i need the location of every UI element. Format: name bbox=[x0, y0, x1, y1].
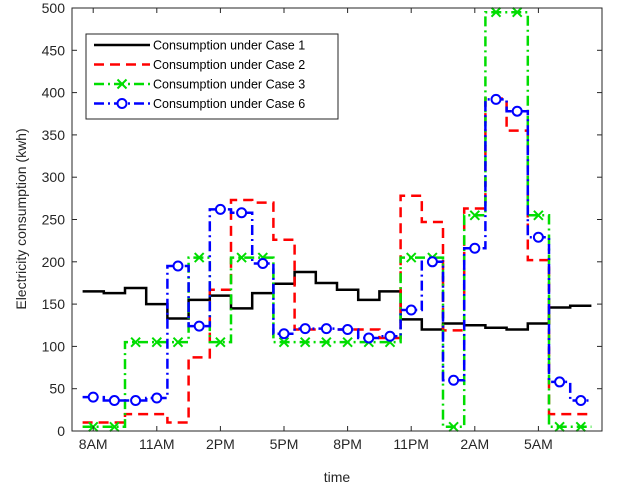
data-point-marker bbox=[342, 323, 354, 335]
data-point-marker bbox=[278, 336, 290, 348]
series-case-1 bbox=[82, 270, 592, 331]
x-tick-label: 5PM bbox=[270, 436, 299, 452]
x-tick-label: 2PM bbox=[206, 436, 235, 452]
data-point-marker bbox=[109, 421, 120, 432]
data-point-marker bbox=[116, 78, 128, 90]
data-point-marker bbox=[151, 392, 163, 404]
data-point-marker bbox=[533, 210, 544, 221]
data-point-marker bbox=[363, 332, 375, 344]
data-point-marker bbox=[511, 7, 523, 18]
x-tick-label: 8AM bbox=[79, 436, 108, 452]
data-point-marker bbox=[469, 210, 481, 221]
data-point-marker bbox=[87, 391, 99, 403]
x-tick-label: 11AM bbox=[139, 436, 175, 452]
y-tick-label: 250 bbox=[42, 212, 66, 228]
legend-box bbox=[85, 33, 339, 120]
data-point-marker bbox=[278, 328, 290, 340]
data-point-marker bbox=[426, 256, 438, 268]
y-axis: 0 50 100 150 200 250 300 350 400 450 500 bbox=[42, 0, 602, 439]
legend-label: Consumption under Case 3 bbox=[153, 78, 305, 92]
x-axis-label: time bbox=[324, 469, 351, 485]
x-axis: 8AM 11AM 2PM 5PM 8PM 11PM 2AM 5AM bbox=[79, 8, 553, 452]
data-point-marker bbox=[405, 252, 417, 263]
data-point-marker bbox=[469, 242, 481, 254]
x-tick-label: 2AM bbox=[460, 436, 489, 452]
data-point-marker bbox=[490, 93, 502, 105]
y-tick-label: 50 bbox=[49, 381, 65, 397]
y-tick-label: 400 bbox=[42, 85, 66, 101]
y-tick-label: 300 bbox=[42, 169, 66, 185]
data-point-marker bbox=[448, 421, 459, 432]
y-tick-label: 100 bbox=[42, 338, 66, 354]
data-point-marker bbox=[130, 395, 142, 407]
data-point-marker bbox=[554, 421, 565, 432]
y-axis-label: Electricity consumption (kwh) bbox=[13, 128, 29, 309]
x-tick-label: 5AM bbox=[524, 436, 553, 452]
data-point-marker bbox=[214, 203, 226, 215]
y-tick-label: 200 bbox=[42, 254, 66, 270]
series-layer bbox=[82, 7, 592, 432]
data-point-marker bbox=[490, 7, 502, 18]
data-point-marker bbox=[193, 320, 205, 332]
data-point-marker bbox=[575, 421, 587, 432]
y-tick-label: 0 bbox=[57, 423, 65, 439]
data-point-marker bbox=[108, 395, 120, 407]
data-point-marker bbox=[130, 336, 141, 348]
data-point-marker bbox=[511, 105, 523, 117]
legend-entry: Consumption under Case 2 bbox=[94, 58, 305, 72]
data-point-marker bbox=[320, 323, 332, 335]
data-point-marker bbox=[384, 330, 396, 342]
data-point-marker bbox=[532, 231, 544, 243]
data-point-marker bbox=[172, 336, 184, 348]
data-point-marker bbox=[342, 336, 353, 348]
data-point-marker bbox=[172, 260, 184, 272]
data-point-marker bbox=[116, 98, 128, 109]
legend-entry: Consumption under Case 3 bbox=[94, 78, 305, 92]
legend-label: Consumption under Case 6 bbox=[153, 97, 305, 111]
x-tick-label: 11PM bbox=[393, 436, 429, 452]
y-tick-label: 450 bbox=[42, 42, 66, 58]
data-point-marker bbox=[575, 395, 587, 407]
data-point-marker bbox=[215, 336, 226, 348]
data-point-marker bbox=[554, 376, 566, 388]
data-point-marker bbox=[448, 374, 460, 386]
y-tick-label: 500 bbox=[42, 0, 66, 16]
data-point-marker bbox=[151, 336, 163, 348]
legend-label: Consumption under Case 2 bbox=[153, 58, 305, 72]
legend: Consumption under Case 1 Consumption unde… bbox=[85, 33, 339, 120]
legend-entry: Consumption under Case 6 bbox=[94, 97, 305, 111]
x-tick-label: 8PM bbox=[333, 436, 362, 452]
y-tick-label: 350 bbox=[42, 127, 66, 143]
data-point-marker bbox=[299, 336, 311, 348]
data-point-marker bbox=[236, 252, 247, 263]
data-point-marker bbox=[257, 257, 269, 269]
data-point-marker bbox=[193, 252, 205, 263]
series-case-4 bbox=[82, 93, 592, 407]
data-point-marker bbox=[299, 323, 311, 335]
series-line bbox=[82, 270, 592, 331]
data-point-marker bbox=[236, 207, 248, 219]
data-point-marker bbox=[405, 304, 417, 316]
data-point-marker bbox=[321, 336, 332, 348]
y-tick-label: 150 bbox=[42, 296, 66, 312]
legend-label: Consumption under Case 1 bbox=[153, 39, 305, 53]
legend-entry: Consumption under Case 1 bbox=[94, 39, 305, 53]
